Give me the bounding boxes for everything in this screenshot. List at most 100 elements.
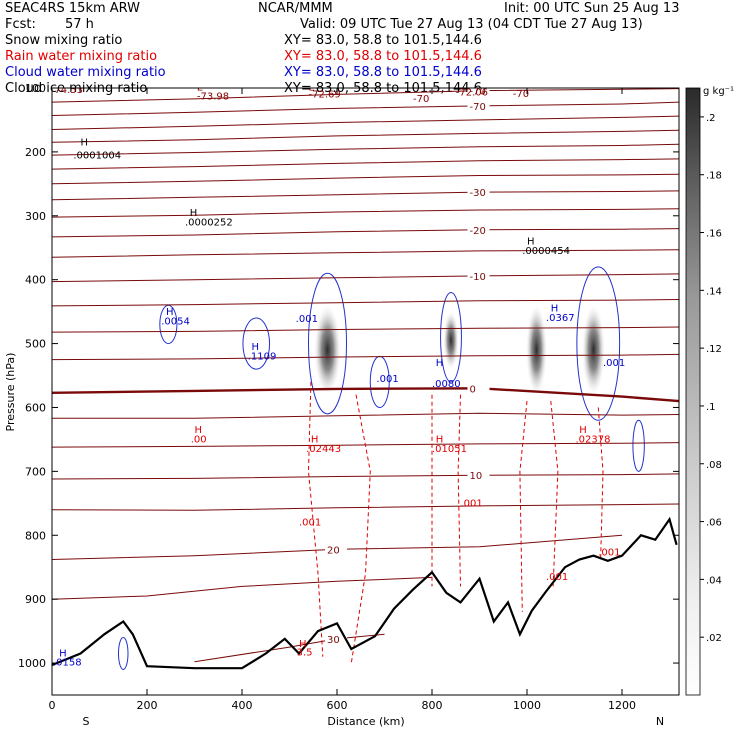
temperature-contour-12 (52, 299, 679, 307)
temperature-label-9: -20 (470, 226, 486, 237)
annotation-14: H (551, 304, 559, 315)
rain-shaft-5 (550, 401, 559, 587)
y-tick-label-1: 200 (25, 146, 46, 159)
temperature-contour-21 (52, 576, 433, 600)
field-rain-xy: XY= 83.0, 58.8 to 101.5,144.6 (284, 49, 482, 64)
cloud-ice-core-3 (582, 305, 605, 395)
annotation-36: -70 (413, 94, 429, 105)
annotation-31: -73.98 (197, 92, 229, 103)
x-tick-label-6: 1200 (608, 699, 636, 712)
rain-shaft-3 (457, 394, 461, 587)
y-tick-label-0: 100 (25, 82, 46, 95)
y-tick-label-3: 400 (25, 274, 46, 287)
annotation-0: H (81, 138, 89, 149)
cloud-water-contour-7 (118, 636, 129, 670)
y-tick-label-5: 600 (25, 401, 46, 414)
temperature-label-22: 30 (327, 635, 340, 646)
temperature-contour-2 (52, 115, 679, 130)
temperature-label-bg-9 (467, 224, 490, 236)
annotation-12: H (436, 358, 444, 369)
temperature-label-1: -70 (470, 87, 486, 98)
temperature-contour-3 (52, 129, 679, 143)
rain-water-contours (307, 381, 604, 664)
colorbar (685, 87, 701, 696)
x-tick-label-5: 1000 (513, 699, 541, 712)
x-axis-label: Distance (km) (327, 715, 404, 728)
annotation-19: H (311, 435, 319, 446)
temperature-label-0: -70 (470, 102, 486, 113)
temperature-contour-4 (52, 143, 679, 156)
y-tick-label-8: 900 (25, 593, 46, 606)
annotation-26: .001 (461, 499, 483, 510)
temperature-contour-0 (52, 101, 679, 116)
temperature-label-11: -10 (470, 272, 486, 283)
cloud-water-contour-0 (308, 272, 347, 415)
temperature-contour-7 (52, 190, 679, 201)
annotation-29: 74.53 (54, 85, 83, 96)
annotation-37: H (299, 639, 307, 650)
terrain-line (52, 516, 678, 670)
field-cloudwater-xy: XY= 83.0, 58.8 to 101.5,144.6 (284, 65, 482, 80)
temperature-label-bg-11 (467, 270, 490, 282)
rain-shaft-1 (350, 394, 371, 664)
x-tick-label-1: 200 (137, 699, 158, 712)
temperature-label-bg-1 (467, 88, 490, 97)
temperature-label-bg-0 (467, 100, 490, 112)
annotation-1: .0001004 (73, 150, 121, 161)
cloud-water-contours (118, 266, 645, 670)
colorbar-tick-label-6: .14 (706, 286, 722, 297)
cloud-water-contour-4 (242, 317, 271, 370)
colorbar-tick-label-2: .06 (706, 518, 722, 529)
annotation-38: 3.5 (297, 647, 313, 658)
field-rain-name: Rain water mixing ratio (5, 49, 157, 64)
annotation-11: .001 (376, 374, 398, 385)
temperature-contour-5 (52, 158, 679, 170)
annotation-16: .001 (603, 358, 625, 369)
temperature-contour-15 (52, 387, 679, 403)
temperature-contour-16 (52, 412, 679, 419)
annotation-40: .0158 (53, 658, 82, 669)
y-tick-label-7: 800 (25, 529, 46, 542)
cloud-water-contour-2 (576, 266, 621, 421)
temperature-label-7: -30 (470, 188, 486, 199)
temperature-label-15: 0 (470, 384, 476, 395)
colorbar-tick-label-7: .16 (706, 229, 722, 240)
y-tick-label-9: 1000 (18, 657, 46, 670)
temperature-contour-14 (52, 353, 679, 361)
temperature-contour-1 (52, 88, 679, 103)
temperature-label-20: 20 (327, 545, 340, 556)
colorbar-tick-label-8: .18 (706, 171, 722, 182)
temperature-label-bg-7 (467, 187, 490, 199)
annotation-17: H (195, 425, 203, 436)
temperature-contour-13 (52, 326, 679, 333)
rain-shaft-4 (519, 401, 528, 612)
cloud-ice-core-2 (526, 305, 547, 395)
center-name: NCAR/MMM (258, 1, 333, 16)
annotation-15: .0367 (546, 313, 575, 324)
colorbar-ticks: .02 .04 .06 .08 .1 .12 .14 .16 .18 .2 (700, 113, 722, 644)
temperature-label-18: 10 (470, 471, 483, 482)
cloud-ice-core-0 (314, 305, 341, 395)
annotation-32: L (309, 83, 315, 94)
annotation-35: -70 (513, 89, 529, 100)
temperature-contour-6 (52, 173, 679, 185)
init-time: Init: 00 UTC Sun 25 Aug 13 (504, 1, 679, 16)
contour-annotations: H.0001004H.0000252H.0000454H.0054H.1109.… (53, 83, 625, 669)
terrain (52, 516, 678, 670)
annotation-18: .00 (191, 435, 207, 446)
plot-frame (51, 87, 680, 696)
cloud-water-contour-1 (440, 291, 462, 383)
temperature-contour-8 (52, 208, 679, 218)
rain-shaft-6 (597, 407, 604, 561)
colorbar-tick-label-3: .08 (706, 460, 722, 471)
temperature-contour-10 (52, 249, 679, 258)
x-tick-label-0: 0 (49, 699, 56, 712)
temperature-contour-9 (52, 228, 679, 238)
annotation-30: L (197, 83, 203, 94)
annotation-9: .1109 (248, 352, 277, 363)
field-cloudwater-name: Cloud water mixing ratio (5, 65, 166, 80)
fcst-label: Fcst: (5, 17, 36, 32)
cloud-water-contour-6 (632, 419, 645, 472)
